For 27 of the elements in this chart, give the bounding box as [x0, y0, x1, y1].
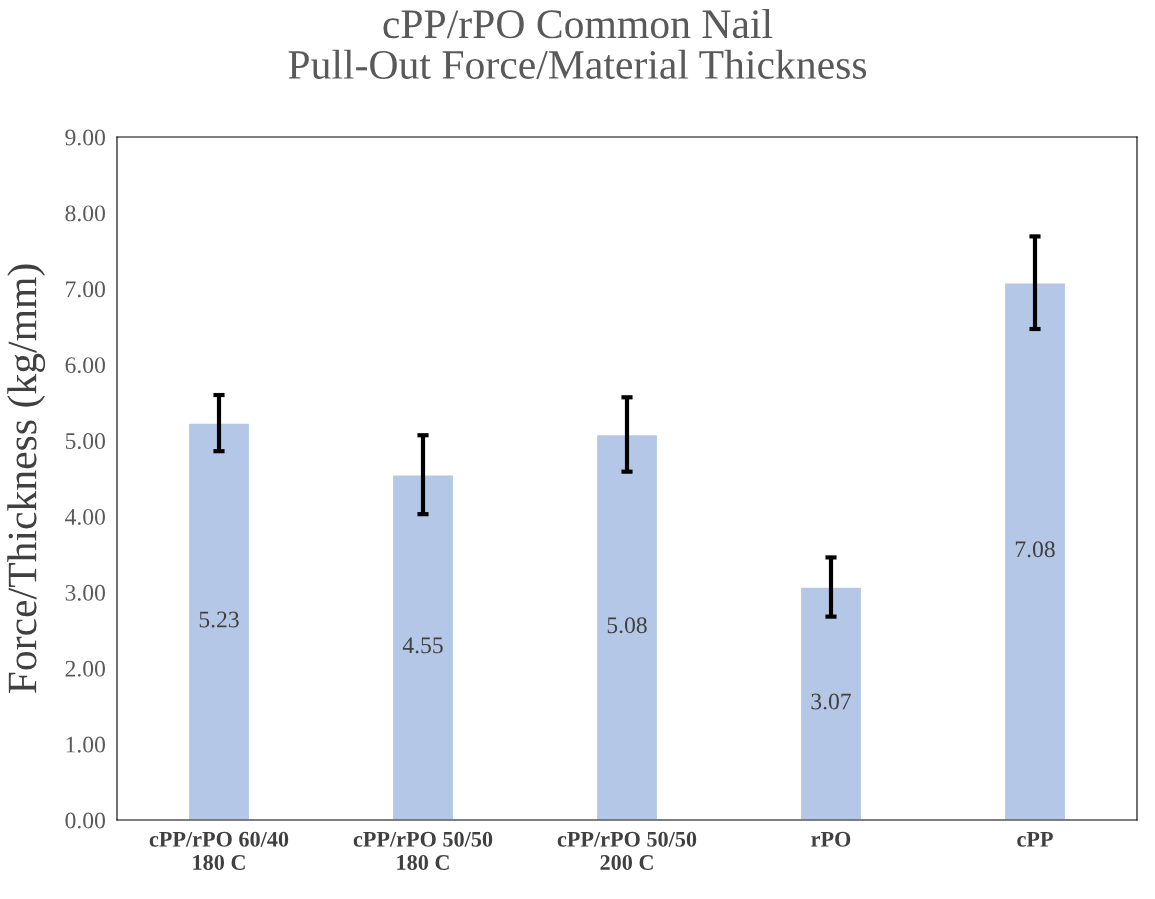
y-tick-label: 5.00 — [65, 433, 105, 450]
x-tick-label: rPO — [811, 831, 851, 847]
data-label: 4.55 — [402, 637, 443, 654]
bar — [187, 422, 251, 820]
y-tick-label: 6.00 — [65, 357, 105, 374]
data-label: 5.23 — [199, 611, 239, 628]
y-tick-label: 2.00 — [65, 660, 105, 677]
x-tick-label: cPP — [1017, 831, 1053, 847]
bar — [391, 474, 455, 820]
data-label: 3.07 — [811, 693, 851, 710]
y-tick-label: 1.00 — [66, 736, 105, 753]
y-tick-label: 3.00 — [65, 584, 105, 601]
data-label: 7.08 — [1015, 541, 1055, 558]
y-tick-label: 0.00 — [65, 812, 105, 829]
y-axis-title: Force/Thickness (kg/mm) — [7, 264, 46, 694]
y-tick-label: 4.00 — [65, 508, 105, 525]
chart-title: cPP/rPO Common Nail Pull-Out Force/Material Thickness — [288, 8, 867, 79]
x-tick-label: cPP/rPO 50/50 180 C — [353, 831, 493, 870]
data-label: 5.08 — [607, 617, 647, 634]
bar — [1003, 282, 1067, 820]
x-tick-label: cPP/rPO 50/50 200 C — [557, 831, 697, 870]
x-tick-label: cPP/rPO 60/40 180 C — [149, 831, 289, 870]
bar — [799, 586, 863, 820]
bar — [595, 433, 659, 820]
y-tick-label: 7.00 — [66, 281, 105, 298]
y-tick-label: 9.00 — [65, 129, 105, 146]
y-tick-label: 8.00 — [65, 205, 105, 222]
